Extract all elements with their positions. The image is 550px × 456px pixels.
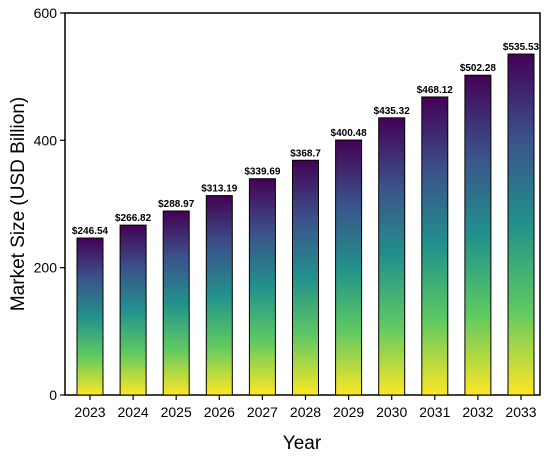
data-label-2031: $468.12: [417, 85, 454, 96]
bar-2030: [378, 117, 406, 396]
data-label-2033: $535.53: [503, 42, 540, 53]
x-axis: 2023 2024 2025 2026 2027 2028 2029 2030 2031 2032…: [74, 395, 537, 420]
data-labels-group: $246.54 $266.82 $288.97 $313.19 $339.69 $368.…: [72, 42, 540, 237]
bar-2031: [421, 96, 449, 396]
x-tick-label-2025: 2025: [161, 404, 192, 420]
bar-2023: [76, 237, 104, 396]
bar-2024: [119, 224, 147, 396]
bar-2029: [335, 139, 363, 396]
data-label-2030: $435.32: [374, 106, 411, 117]
data-label-2028: $368.7: [290, 148, 321, 159]
y-tick-label-0: 0: [49, 387, 57, 403]
x-tick-label-2030: 2030: [376, 404, 407, 420]
y-axis: 0 200 400 600: [34, 5, 65, 403]
x-tick-label-2031: 2031: [419, 404, 450, 420]
x-axis-title: Year: [283, 433, 322, 454]
bars-group: [76, 53, 535, 396]
bar-2026: [205, 195, 233, 396]
x-tick-label-2026: 2026: [204, 404, 235, 420]
bar-2027: [248, 178, 276, 396]
data-label-2029: $400.48: [331, 128, 368, 139]
bar-2025: [162, 210, 190, 396]
bar-2028: [292, 159, 319, 396]
data-label-2023: $246.54: [72, 226, 109, 237]
x-tick-label-2023: 2023: [74, 404, 105, 420]
data-label-2032: $502.28: [460, 63, 497, 74]
data-label-2026: $313.19: [201, 184, 238, 195]
x-tick-label-2029: 2029: [333, 404, 364, 420]
bar-2032: [464, 74, 492, 396]
y-tick-label-600: 600: [34, 5, 58, 21]
x-tick-label-2024: 2024: [118, 404, 149, 420]
y-tick-label-200: 200: [34, 260, 58, 276]
x-tick-label-2027: 2027: [247, 404, 278, 420]
x-tick-label-2028: 2028: [290, 404, 321, 420]
data-label-2025: $288.97: [158, 199, 195, 210]
data-label-2027: $339.69: [244, 167, 281, 178]
y-tick-label-400: 400: [34, 132, 58, 148]
bar-2033: [507, 53, 535, 396]
y-axis-title: Market Size (USD Billion): [8, 97, 29, 311]
x-tick-label-2032: 2032: [462, 404, 493, 420]
data-label-2024: $266.82: [115, 213, 152, 224]
x-tick-label-2033: 2033: [505, 404, 536, 420]
